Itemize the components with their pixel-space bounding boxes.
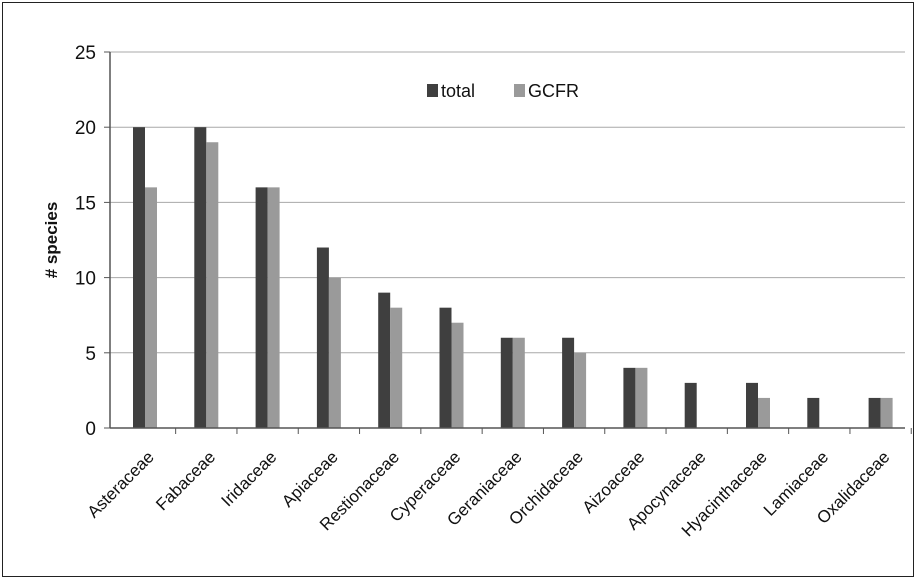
bar-gcfr-hyacinthaceae bbox=[758, 397, 770, 428]
legend-label-gcfr: GCFR bbox=[528, 81, 579, 101]
bar-total-geraniaceae bbox=[500, 337, 513, 428]
y-axis-ticks: 0 5 10 15 20 25 bbox=[75, 43, 110, 440]
bar-gcfr-oxalidaceae bbox=[880, 397, 893, 428]
y-tick-label: 0 bbox=[85, 419, 96, 440]
gridlines bbox=[110, 51, 905, 354]
bar-total-lamiaceae bbox=[807, 397, 820, 428]
bar-total-orchidaceae bbox=[562, 337, 575, 428]
bars bbox=[133, 127, 893, 429]
x-axis-category-labels: AsteraceaeFabaceaeIridaceaeApiaceaeResti… bbox=[84, 428, 912, 540]
y-axis-title: # species bbox=[42, 202, 61, 279]
bar-total-hyacinthaceae bbox=[746, 382, 758, 428]
bar-gcfr-apiaceae bbox=[328, 277, 341, 428]
bar-gcfr-asteraceae bbox=[145, 187, 157, 428]
x-category-label: Apiaceae bbox=[278, 447, 342, 511]
bar-total-restionaceae bbox=[378, 292, 391, 428]
y-tick-label: 10 bbox=[75, 269, 96, 290]
bar-gcfr-aizoaceae bbox=[635, 367, 648, 428]
x-category-label: Iridaceae bbox=[218, 447, 281, 510]
bar-total-apocynaceae bbox=[684, 382, 697, 428]
bar-total-iridaceae bbox=[255, 187, 268, 428]
y-tick-label: 5 bbox=[85, 344, 96, 365]
bar-gcfr-restionaceae bbox=[390, 307, 403, 428]
bar-gcfr-geraniaceae bbox=[512, 337, 525, 428]
y-tick-label: 25 bbox=[75, 43, 96, 64]
bar-gcfr-orchidaceae bbox=[574, 352, 587, 428]
legend-label-total: total bbox=[441, 81, 475, 101]
bar-total-apiaceae bbox=[316, 247, 329, 428]
bar-gcfr-fabaceae bbox=[206, 142, 219, 429]
y-tick-label: 20 bbox=[75, 118, 96, 139]
bar-total-aizoaceae bbox=[623, 367, 636, 428]
x-category-label: Fabaceae bbox=[152, 447, 219, 514]
legend-swatch-total bbox=[427, 84, 438, 97]
bar-gcfr-cyperaceae bbox=[451, 322, 464, 428]
bar-total-cyperaceae bbox=[439, 307, 452, 428]
x-category-label: Asteraceae bbox=[84, 447, 158, 521]
bar-total-fabaceae bbox=[194, 127, 207, 428]
legend-swatch-gcfr bbox=[514, 84, 525, 97]
bar-total-oxalidaceae bbox=[868, 397, 881, 428]
y-tick-label: 15 bbox=[75, 193, 96, 214]
bar-gcfr-iridaceae bbox=[267, 187, 280, 428]
bar-total-asteraceae bbox=[133, 127, 145, 428]
legend: total GCFR bbox=[427, 81, 579, 101]
